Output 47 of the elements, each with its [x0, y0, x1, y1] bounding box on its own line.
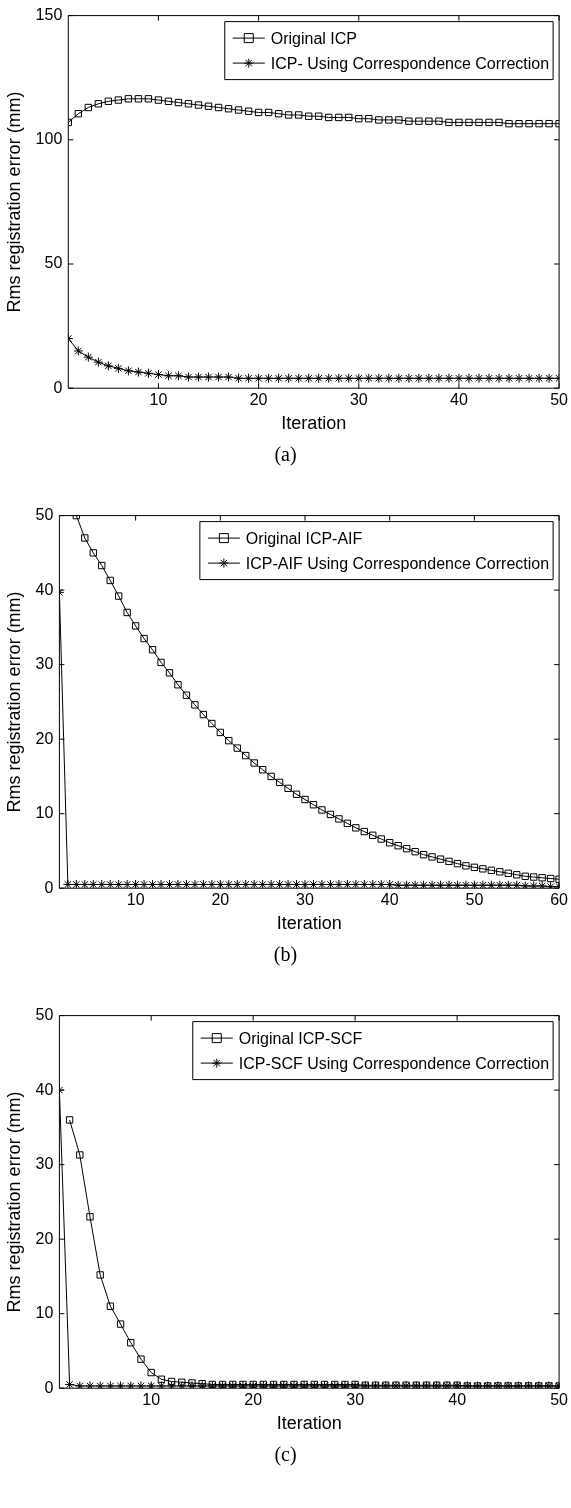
legend-label: Original ICP: [270, 29, 358, 47]
y-tick-label: 0: [44, 1378, 54, 1396]
x-axis-title: Iteration: [276, 1413, 342, 1434]
legend-label: ICP-AIF Using Correspondence Correction: [245, 554, 550, 572]
x-tick-label: 30: [296, 891, 315, 909]
legend-label: Original ICP-SCF: [238, 1029, 363, 1047]
y-tick-label: 30: [35, 1155, 54, 1173]
x-tick-label: 60: [550, 891, 569, 909]
x-tick-label: 20: [211, 891, 230, 909]
text: (c): [273, 1443, 298, 1466]
x-tick-label: 20: [244, 1391, 263, 1409]
x-axis-title: Iteration: [281, 413, 347, 434]
y-axis-title: Rms registration error (mm): [3, 1091, 24, 1313]
legend-label: Original ICP-AIF: [245, 529, 363, 547]
x-tick-label: 30: [346, 1391, 365, 1409]
x-tick-label: 20: [249, 391, 268, 409]
x-tick-label: 10: [149, 391, 168, 409]
y-tick-label: 0: [53, 378, 63, 396]
x-tick-label: 50: [465, 891, 484, 909]
y-tick-label: 20: [35, 1229, 54, 1247]
y-tick-label: 50: [35, 506, 54, 524]
x-tick-label: 40: [450, 391, 468, 409]
x-tick-label: 50: [550, 1391, 569, 1409]
y-tick-label: 40: [35, 580, 54, 598]
y-tick-label: 10: [35, 804, 54, 822]
y-tick-label: 0: [44, 878, 54, 896]
legend-label: ICP- Using Correspondence Correction: [270, 54, 550, 72]
legend-label: ICP-SCF Using Correspondence Correction: [238, 1054, 550, 1072]
y-axis-title: Rms registration error (mm): [3, 91, 24, 313]
x-axis-title: Iteration: [276, 913, 342, 934]
y-axis-title: Rms registration error (mm): [3, 591, 24, 813]
text: (b): [272, 943, 299, 966]
x-tick-label: 40: [380, 891, 399, 909]
x-tick-label: 10: [126, 891, 145, 909]
text: (a): [273, 443, 298, 466]
x-tick-label: 10: [142, 1391, 161, 1409]
y-tick-label: 150: [35, 6, 63, 24]
y-tick-label: 20: [35, 729, 54, 747]
y-tick-label: 10: [35, 1304, 54, 1322]
y-tick-label: 30: [35, 655, 54, 673]
y-tick-label: 50: [44, 254, 63, 272]
x-tick-label: 40: [448, 1391, 467, 1409]
x-tick-label: 50: [550, 391, 569, 409]
x-tick-label: 30: [349, 391, 368, 409]
y-tick-label: 100: [35, 130, 63, 148]
y-tick-label: 40: [35, 1080, 54, 1098]
y-tick-label: 50: [35, 1006, 54, 1024]
